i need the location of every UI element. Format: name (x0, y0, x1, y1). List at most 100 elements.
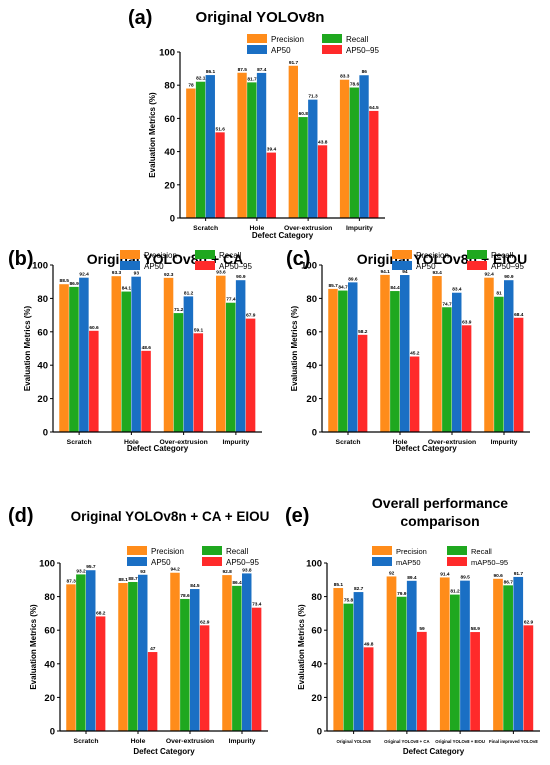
data-label: 81.2 (184, 290, 194, 296)
bar-map50-95-4 (523, 625, 534, 731)
bar-recall-3 (442, 307, 452, 432)
data-label: 93.8 (242, 567, 252, 573)
bar-ap50-4 (242, 573, 252, 731)
data-label: 59 (419, 626, 425, 632)
bar-ap50-2 (256, 72, 267, 218)
x-tick-label: Impurity (229, 738, 256, 745)
bar-ap50-1 (79, 277, 89, 432)
bar-recall-2 (396, 596, 407, 731)
data-label: 86.9 (69, 281, 79, 287)
bar-map50-95-2 (416, 631, 427, 731)
bar-ap50-4 (504, 280, 514, 432)
y-tick-label: 80 (37, 294, 48, 305)
x-tick-label: Impurity (491, 439, 518, 446)
data-label: 59.1 (194, 327, 204, 333)
bar-ap50-95-1 (215, 132, 225, 218)
legend-entry: AP50–95 (226, 558, 259, 567)
data-label: 83.4 (452, 287, 462, 293)
bar-ap50-95-4 (245, 318, 256, 432)
y-axis-label: Evaluation Metrics (%) (148, 92, 157, 178)
y-tick-label: 40 (37, 361, 48, 372)
bar-precision-1 (186, 88, 196, 219)
bar-recall-4 (349, 87, 359, 218)
bar-map50-1 (353, 592, 364, 731)
data-label: 86 (362, 69, 368, 75)
data-label: 81.2 (450, 589, 460, 595)
bar-ap50-2 (131, 276, 141, 432)
x-tick-label: Scratch (336, 439, 361, 446)
x-tick-label: Original YOLOv8 (336, 739, 371, 744)
legend-swatch (467, 261, 487, 270)
bar-ap50-95-3 (317, 145, 328, 218)
bar-precision-3 (163, 277, 174, 432)
legend-entry: Recall (491, 251, 513, 260)
data-label: 87.4 (257, 67, 267, 73)
x-tick-label: Over-extrusion (159, 439, 207, 446)
data-label: 84.4 (390, 285, 400, 291)
bar-ap50-3 (183, 296, 194, 432)
chart-title: Original YOLOv8n + CA + EIOU (71, 509, 270, 524)
legend-entry: Precision (151, 547, 184, 556)
legend-swatch (372, 546, 392, 555)
data-label: 78.6 (180, 593, 190, 599)
x-tick-label: Scratch (193, 225, 218, 232)
bar-map50-95-3 (470, 632, 480, 731)
legend-entry: AP50–95 (346, 46, 379, 55)
chart-title: comparison (400, 513, 479, 529)
bar-ap50-95-4 (251, 607, 262, 731)
legend-entry: AP50 (271, 46, 291, 55)
bar-map50-3 (460, 580, 470, 731)
data-label: 51.6 (216, 126, 226, 132)
x-axis-label: Defect Category (252, 231, 314, 240)
data-label: 47 (150, 646, 156, 652)
bar-ap50-95-3 (193, 333, 204, 432)
y-tick-label: 60 (311, 626, 322, 637)
bar-ap50-95-3 (461, 325, 472, 432)
data-label: 62.9 (524, 619, 534, 625)
bar-ap50-2 (138, 574, 148, 731)
bar-map50-95-1 (363, 647, 374, 731)
legend-entry: AP50–95 (491, 262, 524, 271)
data-label: 58.9 (471, 626, 481, 632)
bar-ap50-2 (400, 275, 410, 432)
bar-precision-3 (432, 276, 442, 432)
y-tick-label: 40 (306, 361, 317, 372)
data-label: 84.1 (122, 286, 132, 292)
data-label: 67.9 (246, 313, 256, 319)
data-label: 85.7 (329, 283, 339, 289)
data-label: 45.2 (410, 351, 420, 357)
y-tick-label: 100 (39, 559, 55, 570)
data-label: 71.2 (174, 307, 184, 313)
data-label: 48.6 (142, 345, 152, 351)
data-label: 82.7 (354, 586, 364, 592)
data-label: 64.5 (369, 105, 379, 111)
panel-label: (e) (285, 505, 309, 527)
data-label: 89.5 (461, 575, 471, 581)
data-label: 92.4 (485, 272, 495, 278)
y-tick-label: 40 (311, 659, 322, 670)
x-tick-label: Original YOLOv8 + EIOU (435, 739, 485, 744)
legend-swatch (195, 261, 215, 270)
data-label: 88.5 (60, 278, 70, 284)
x-tick-label: Impurity (346, 225, 373, 232)
bar-ap50-95-2 (147, 652, 158, 731)
bar-recall-3 (173, 313, 184, 432)
chart-panel-a: (a) Original YOLOv8n 0 20 40 60 80 100 Evaluatio… (128, 7, 385, 240)
data-label: 91.7 (514, 571, 524, 577)
y-tick-label: 60 (306, 327, 317, 338)
bar-precision-1 (66, 584, 76, 731)
data-label: 49.8 (364, 641, 374, 647)
data-label: 93.6 (216, 270, 226, 276)
bar-recall-2 (247, 82, 257, 219)
data-label: 62.9 (200, 619, 210, 625)
bar-ap50-3 (452, 292, 462, 432)
data-label: 89.4 (407, 575, 417, 581)
y-tick-label: 0 (317, 727, 322, 738)
chart-panel-c: (c) Original YOLOv8n + EIOU020406080100Ev… (286, 248, 530, 453)
data-label: 39.4 (267, 147, 277, 153)
x-tick-label: Hole (124, 439, 139, 446)
bar-precision-3 (170, 572, 180, 731)
x-tick-label: Hole (393, 439, 408, 446)
y-axis-label: Evaluation Metrics (%) (297, 604, 306, 690)
